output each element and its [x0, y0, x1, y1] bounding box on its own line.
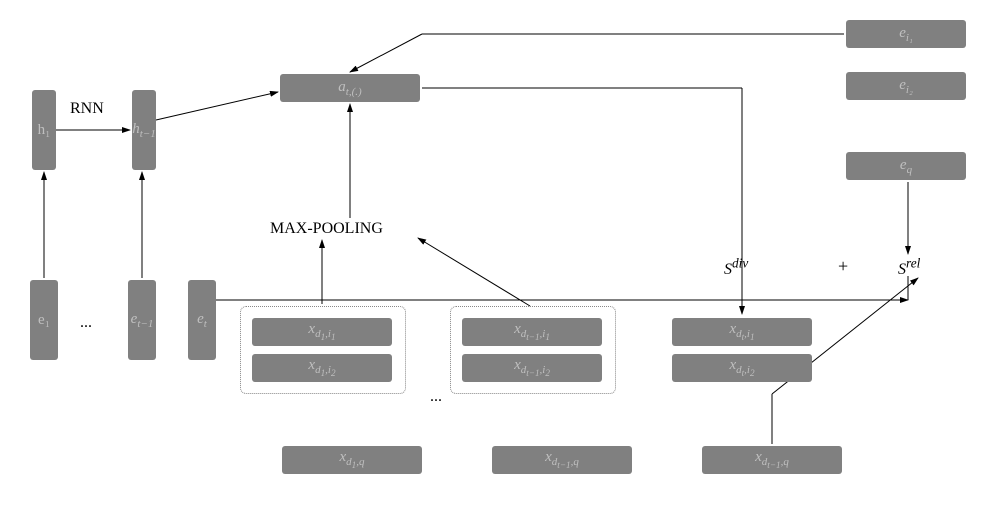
rnn-label: RNN	[70, 100, 104, 118]
node-x-d1-i1: xd1,i1	[252, 318, 392, 346]
node-at: at,(.)	[280, 74, 420, 102]
maxpool-label: MAX-POOLING	[270, 220, 383, 238]
at-sub: t,(.)	[346, 86, 362, 98]
node-et-1: et−1	[128, 280, 156, 360]
node-x-dt1-q2: xdt−1,q	[702, 446, 842, 474]
node-x-dt-i1: xdt,i1	[672, 318, 812, 346]
srel-label: Srel	[898, 256, 920, 279]
node-x-dt1-q: xdt−1,q	[492, 446, 632, 474]
ellipsis-2: ...	[430, 388, 442, 406]
ellipsis-1: ...	[80, 314, 92, 332]
node-x-dt1-i2: xdt−1,i2	[462, 354, 602, 382]
node-et: et	[188, 280, 216, 360]
srel-sup: rel	[906, 256, 920, 271]
node-ht-1: ht−1	[132, 90, 156, 170]
plus-label: +	[838, 256, 848, 277]
et1-sub: t−1	[137, 318, 153, 330]
ei1-sub: i₁	[906, 32, 913, 44]
node-h1: h₁	[32, 90, 56, 170]
node-ei1: ei₁	[846, 20, 966, 48]
node-e1: e₁	[30, 280, 58, 360]
eq-sub: q	[907, 164, 913, 176]
sdiv-sup: div	[732, 256, 748, 271]
h1-label: h₁	[38, 122, 51, 139]
ht1-sub: t−1	[140, 128, 156, 140]
et-sub: t	[204, 318, 207, 330]
node-ei2: ei₂	[846, 72, 966, 100]
node-x-d1-q: xd1,q	[282, 446, 422, 474]
node-eq: eq	[846, 152, 966, 180]
node-x-dt1-i1: xdt−1,i1	[462, 318, 602, 346]
sdiv-label: Sdiv	[724, 256, 748, 279]
e1-label: e₁	[38, 312, 50, 329]
node-x-dt-i2: xdt,i2	[672, 354, 812, 382]
ei2-sub: i₂	[906, 84, 913, 96]
node-x-d1-i2: xd1,i2	[252, 354, 392, 382]
